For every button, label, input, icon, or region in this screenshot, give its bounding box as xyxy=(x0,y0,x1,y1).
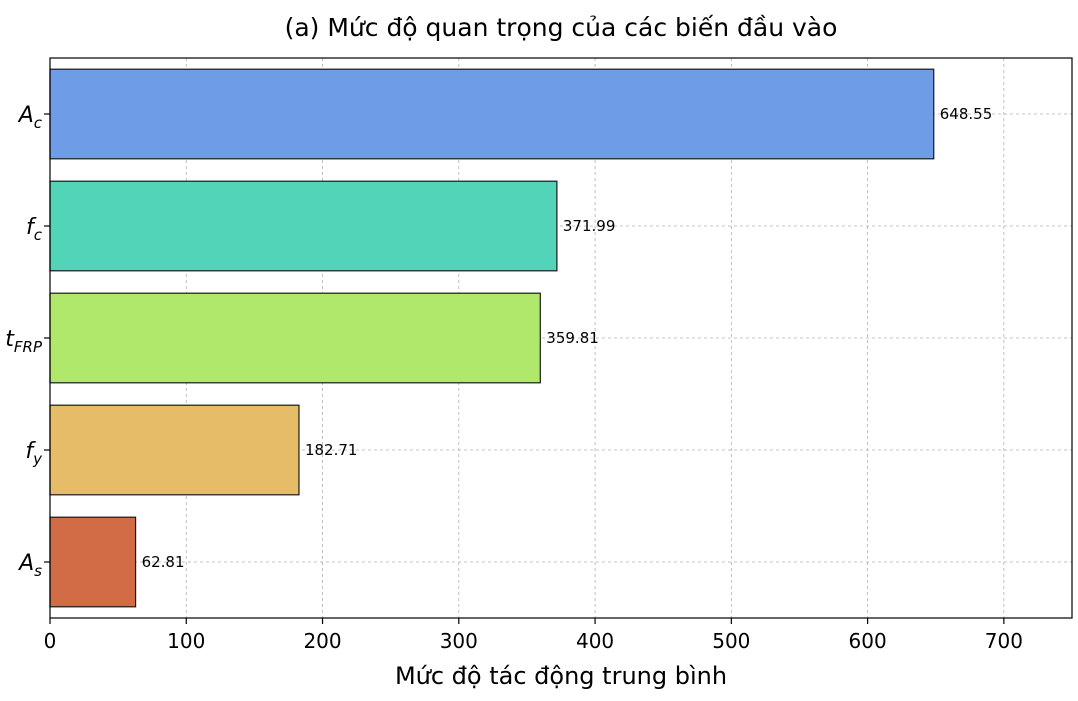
y-tick-label: As xyxy=(17,551,42,580)
bar-value-label: 62.81 xyxy=(142,553,185,571)
y-axis-ticks: Ac fc tFRP fy As xyxy=(5,103,50,580)
bar-f-c xyxy=(49,180,558,272)
x-tick-label: 600 xyxy=(849,629,887,653)
y-tick-label: fy xyxy=(25,439,43,468)
bar-value-label: 359.81 xyxy=(546,329,599,347)
y-tick-label: fc xyxy=(26,215,43,244)
x-tick-label: 200 xyxy=(303,629,341,653)
bar-f-y xyxy=(49,404,300,496)
bar-value-label: 371.99 xyxy=(563,217,616,235)
axes-frame xyxy=(49,57,1073,619)
x-tick-label: 100 xyxy=(167,629,205,653)
bars xyxy=(49,68,935,608)
x-tick-label: 400 xyxy=(576,629,614,653)
x-axis-label: Mức độ tác động trung bình xyxy=(395,662,727,690)
x-tick-label: 300 xyxy=(440,629,478,653)
y-tick-label: Ac xyxy=(17,103,43,132)
bar-t-frp xyxy=(49,292,541,384)
x-tick-label: 0 xyxy=(44,629,57,653)
value-labels: 648.55 371.99 359.81 182.71 62.81 xyxy=(142,105,993,571)
bar-a-c xyxy=(49,68,935,160)
bar-a-s xyxy=(49,516,137,608)
bar-value-label: 182.71 xyxy=(305,441,358,459)
x-axis-ticks: 0 100 200 300 400 500 600 700 xyxy=(44,618,1023,653)
x-tick-label: 700 xyxy=(985,629,1023,653)
x-tick-label: 500 xyxy=(712,629,750,653)
bar-value-label: 648.55 xyxy=(940,105,993,123)
y-tick-label: tFRP xyxy=(5,327,43,356)
chart-title: (a) Mức độ quan trọng của các biến đầu v… xyxy=(285,13,838,42)
